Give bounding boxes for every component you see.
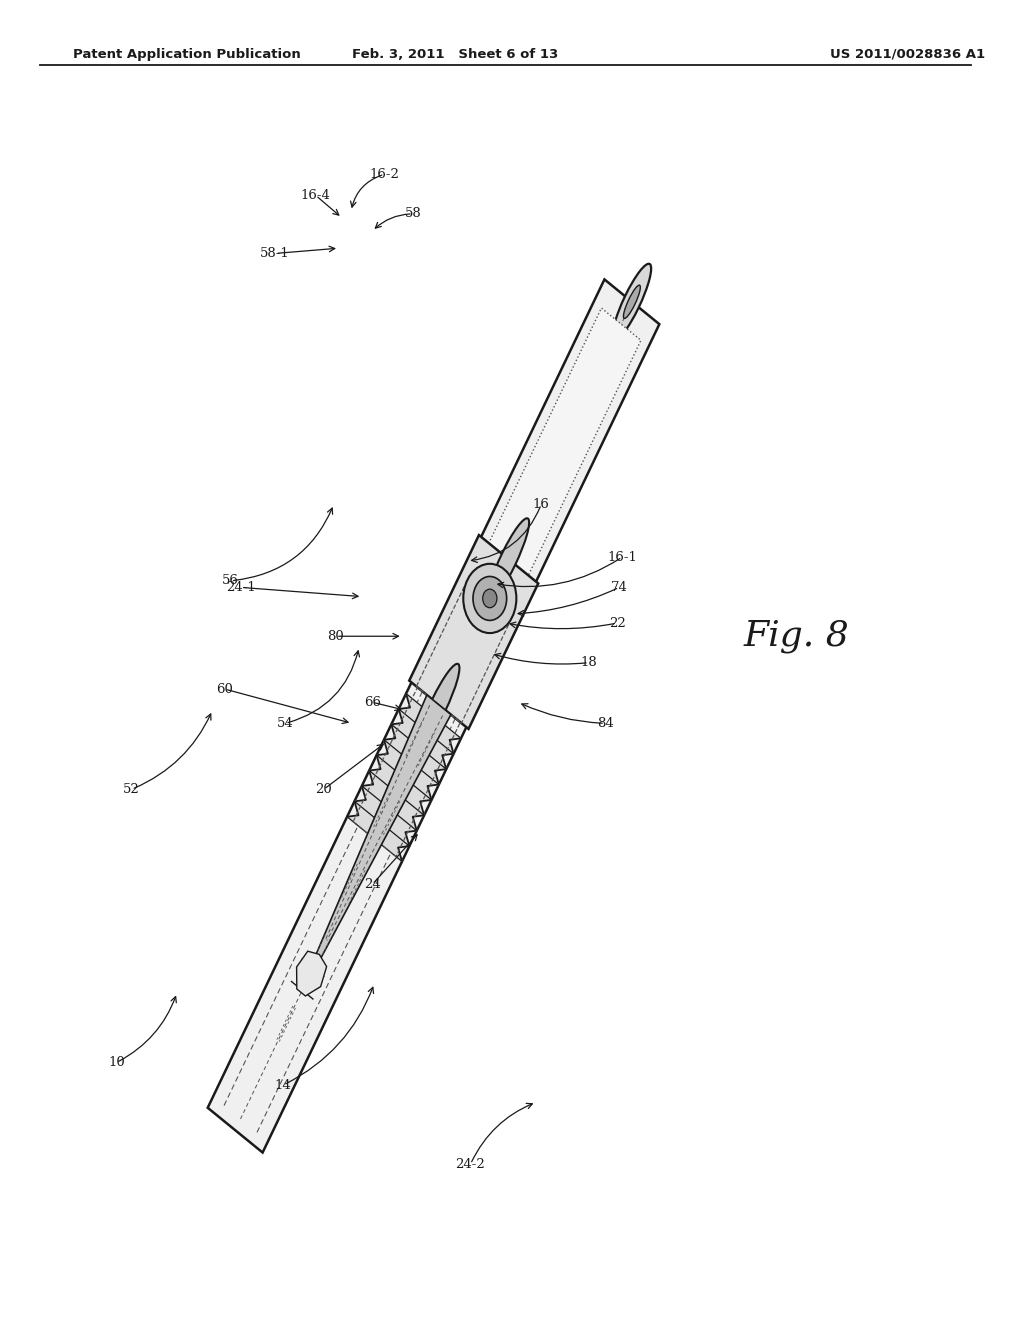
Text: 74: 74 bbox=[610, 581, 628, 594]
Text: 58: 58 bbox=[404, 207, 421, 220]
Text: 24-2: 24-2 bbox=[456, 1158, 485, 1171]
Polygon shape bbox=[297, 952, 327, 997]
Text: Patent Application Publication: Patent Application Publication bbox=[73, 48, 301, 61]
Ellipse shape bbox=[419, 664, 460, 746]
Text: US 2011/0028836 A1: US 2011/0028836 A1 bbox=[829, 48, 985, 61]
Polygon shape bbox=[410, 535, 539, 729]
Text: 20: 20 bbox=[315, 783, 332, 796]
Text: 22: 22 bbox=[609, 616, 626, 630]
Text: 66: 66 bbox=[364, 696, 381, 709]
Text: 84: 84 bbox=[597, 717, 613, 730]
Text: 16-2: 16-2 bbox=[370, 168, 399, 181]
Circle shape bbox=[463, 564, 516, 634]
Polygon shape bbox=[473, 308, 641, 609]
Ellipse shape bbox=[488, 519, 529, 601]
Text: 14: 14 bbox=[274, 1078, 292, 1092]
Text: 80: 80 bbox=[328, 630, 344, 643]
Text: 16-1: 16-1 bbox=[607, 550, 637, 564]
Text: 52: 52 bbox=[123, 783, 140, 796]
Ellipse shape bbox=[612, 264, 651, 339]
Text: 24: 24 bbox=[364, 878, 381, 891]
Text: 54: 54 bbox=[276, 717, 294, 730]
Circle shape bbox=[482, 589, 497, 607]
Polygon shape bbox=[208, 280, 659, 1152]
Polygon shape bbox=[308, 696, 451, 975]
Text: 10: 10 bbox=[108, 1056, 125, 1069]
Text: 56: 56 bbox=[222, 574, 240, 587]
Text: Fig. 8: Fig. 8 bbox=[743, 619, 849, 653]
Circle shape bbox=[473, 577, 507, 620]
Text: 16-4: 16-4 bbox=[301, 189, 331, 202]
Polygon shape bbox=[347, 693, 461, 862]
Text: 24-1: 24-1 bbox=[226, 581, 256, 594]
Ellipse shape bbox=[624, 285, 640, 318]
Text: Feb. 3, 2011   Sheet 6 of 13: Feb. 3, 2011 Sheet 6 of 13 bbox=[352, 48, 558, 61]
Text: 58-1: 58-1 bbox=[260, 247, 290, 260]
Text: 18: 18 bbox=[581, 656, 597, 669]
Text: 60: 60 bbox=[216, 682, 233, 696]
Text: 16: 16 bbox=[532, 498, 550, 511]
Ellipse shape bbox=[355, 801, 393, 876]
